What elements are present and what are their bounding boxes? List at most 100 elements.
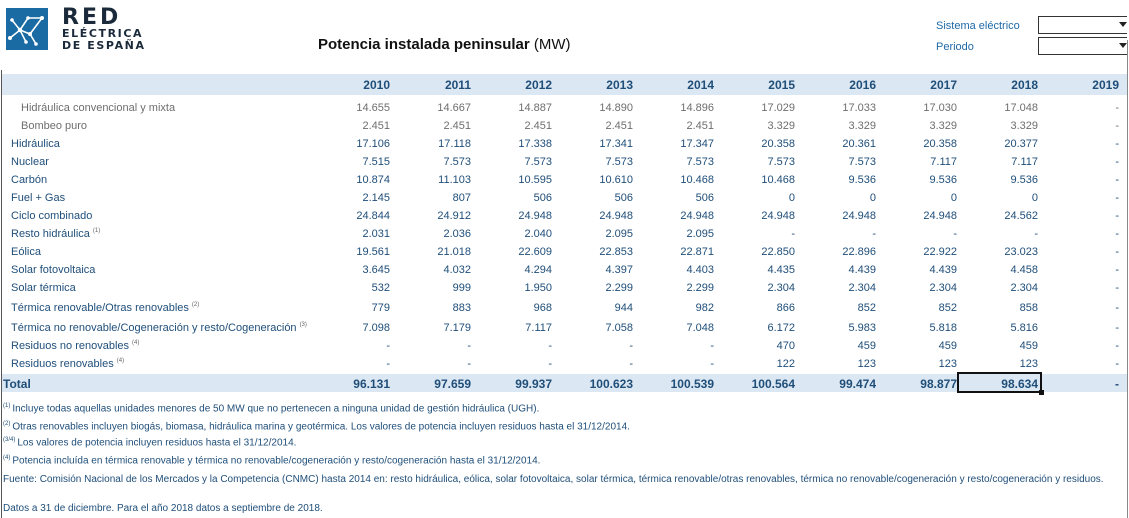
table-cell[interactable]: 2.036: [443, 228, 471, 240]
table-cell[interactable]: -: [1115, 156, 1119, 168]
table-cell[interactable]: 2.031: [362, 228, 390, 240]
year-header-cell[interactable]: 2015: [768, 78, 795, 92]
table-cell[interactable]: 20.358: [761, 138, 795, 150]
table-cell[interactable]: 24.948: [518, 210, 552, 222]
table-cell[interactable]: 506: [614, 192, 633, 204]
row-label[interactable]: Bombeo puro: [21, 120, 87, 132]
table-cell[interactable]: -: [1115, 120, 1119, 132]
table-cell[interactable]: 852: [857, 302, 876, 314]
table-cell[interactable]: -: [629, 340, 633, 352]
table-cell[interactable]: 17.048: [1004, 102, 1038, 114]
row-label[interactable]: Residuos renovables (4): [11, 358, 124, 370]
table-cell[interactable]: 2.451: [605, 120, 633, 132]
table-cell[interactable]: 17.030: [923, 102, 957, 114]
table-cell[interactable]: 852: [938, 302, 957, 314]
year-header-cell[interactable]: 2013: [606, 78, 633, 92]
table-cell[interactable]: 2.451: [362, 120, 390, 132]
table-cell[interactable]: 3.329: [929, 120, 957, 132]
table-cell[interactable]: 21.018: [437, 246, 471, 258]
table-cell[interactable]: -: [710, 340, 714, 352]
table-cell[interactable]: 7.179: [443, 322, 471, 334]
table-cell[interactable]: -: [1115, 210, 1119, 222]
table-cell[interactable]: 7.048: [686, 322, 714, 334]
table-cell[interactable]: -: [1115, 264, 1119, 276]
table-cell[interactable]: 24.948: [842, 210, 876, 222]
table-cell[interactable]: 866: [776, 302, 795, 314]
table-cell[interactable]: 9.536: [848, 174, 876, 186]
table-cell[interactable]: 0: [950, 192, 957, 204]
table-cell[interactable]: -: [1115, 102, 1119, 114]
table-cell[interactable]: 10.468: [761, 174, 795, 186]
row-label[interactable]: Eólica: [11, 246, 41, 258]
table-cell[interactable]: 459: [857, 340, 876, 352]
table-cell[interactable]: -: [467, 340, 471, 352]
table-cell[interactable]: 779: [371, 302, 390, 314]
table-cell[interactable]: 123: [857, 358, 876, 370]
table-cell[interactable]: 14.667: [437, 102, 471, 114]
table-cell[interactable]: 2.451: [524, 120, 552, 132]
table-cell[interactable]: 470: [776, 340, 795, 352]
table-cell[interactable]: 9.536: [929, 174, 957, 186]
table-cell[interactable]: 123: [938, 358, 957, 370]
table-cell[interactable]: 14.896: [680, 102, 714, 114]
table-cell[interactable]: 4.032: [443, 264, 471, 276]
table-cell[interactable]: 24.948: [680, 210, 714, 222]
table-cell[interactable]: -: [1034, 228, 1038, 240]
table-cell[interactable]: 100.539: [670, 377, 714, 391]
table-cell[interactable]: 2.145: [362, 192, 390, 204]
table-cell[interactable]: 100.564: [751, 377, 795, 391]
table-cell[interactable]: 3.645: [362, 264, 390, 276]
table-cell[interactable]: 17.033: [842, 102, 876, 114]
table-cell[interactable]: 24.912: [437, 210, 471, 222]
table-cell[interactable]: 7.058: [605, 322, 633, 334]
table-cell[interactable]: 459: [938, 340, 957, 352]
table-cell[interactable]: 944: [614, 302, 633, 314]
table-cell[interactable]: 2.451: [443, 120, 471, 132]
table-cell[interactable]: 9.536: [1010, 174, 1038, 186]
table-cell[interactable]: 3.329: [1010, 120, 1038, 132]
table-cell[interactable]: 0: [788, 192, 795, 204]
table-cell[interactable]: 17.347: [680, 138, 714, 150]
table-cell[interactable]: 99.937: [515, 377, 552, 391]
table-cell[interactable]: 22.609: [518, 246, 552, 258]
selected-cell[interactable]: [957, 372, 1042, 393]
table-cell[interactable]: 883: [452, 302, 471, 314]
table-cell[interactable]: -: [1115, 246, 1119, 258]
table-cell[interactable]: -: [710, 358, 714, 370]
table-cell[interactable]: 22.896: [842, 246, 876, 258]
table-cell[interactable]: 2.299: [605, 282, 633, 294]
table-cell[interactable]: 24.844: [356, 210, 390, 222]
table-cell[interactable]: 7.098: [362, 322, 390, 334]
table-cell[interactable]: 97.659: [434, 377, 471, 391]
row-label[interactable]: Ciclo combinado: [11, 210, 92, 222]
year-header-cell[interactable]: 2017: [930, 78, 957, 92]
table-cell[interactable]: 24.948: [923, 210, 957, 222]
table-cell[interactable]: 459: [1019, 340, 1038, 352]
table-cell[interactable]: 7.117: [930, 156, 957, 168]
table-cell[interactable]: 14.890: [599, 102, 633, 114]
table-cell[interactable]: 96.131: [353, 377, 390, 391]
row-label[interactable]: Total: [3, 377, 31, 391]
table-cell[interactable]: 7.573: [848, 156, 876, 168]
row-label[interactable]: Térmica renovable/Otras renovables (2): [11, 302, 199, 314]
table-cell[interactable]: -: [872, 228, 876, 240]
table-cell[interactable]: -: [386, 358, 390, 370]
table-cell[interactable]: 22.853: [599, 246, 633, 258]
year-header-cell[interactable]: 2018: [1011, 78, 1038, 92]
table-cell[interactable]: 10.874: [356, 174, 390, 186]
table-cell[interactable]: 2.095: [605, 228, 633, 240]
table-cell[interactable]: 7.573: [524, 156, 552, 168]
fill-handle[interactable]: [1039, 390, 1044, 395]
table-cell[interactable]: 2.304: [929, 282, 957, 294]
table-cell[interactable]: -: [1115, 192, 1119, 204]
table-cell[interactable]: 6.172: [767, 322, 795, 334]
row-label[interactable]: Solar térmica: [11, 282, 76, 294]
table-cell[interactable]: 100.623: [589, 377, 633, 391]
table-cell[interactable]: 10.595: [518, 174, 552, 186]
table-cell[interactable]: 7.117: [1011, 156, 1038, 168]
table-cell[interactable]: 3.329: [767, 120, 795, 132]
row-label[interactable]: Fuel + Gas: [11, 192, 65, 204]
table-cell[interactable]: -: [1115, 358, 1119, 370]
table-cell[interactable]: 7.573: [443, 156, 471, 168]
table-cell[interactable]: -: [467, 358, 471, 370]
